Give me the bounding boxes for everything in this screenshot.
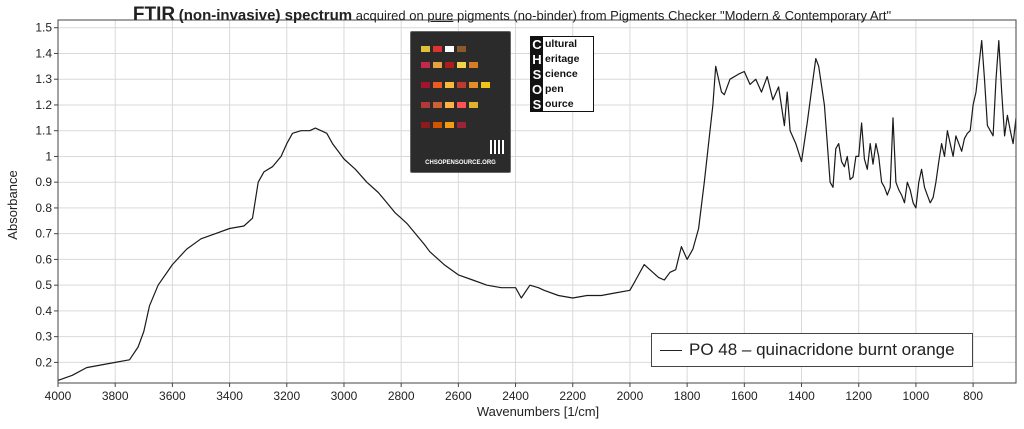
y-tick-label: 1 [45, 149, 52, 163]
x-tick-label: 3800 [102, 389, 129, 403]
chart-title: FTIR (non-invasive) spectrum acquired on… [0, 4, 1024, 26]
title-part-2: pigments (no-binder) from Pigments Check… [457, 8, 892, 23]
y-tick-label: 0.4 [35, 304, 52, 318]
swatch [445, 102, 454, 108]
y-tick-label: 0.5 [35, 278, 52, 292]
y-tick-label: 0.6 [35, 252, 52, 266]
logo-row: C ultural [531, 37, 593, 52]
x-tick-label: 3600 [159, 389, 186, 403]
swatch [457, 102, 466, 108]
chsos-logo: C ultural H eritage S cience O pen S our… [530, 36, 594, 112]
logo-word: pen [545, 83, 564, 95]
x-axis-label: Wavenumbers [1/cm] [477, 404, 599, 419]
title-mode: (non-invasive) spectrum [178, 7, 353, 24]
y-tick-label: 0.7 [35, 227, 52, 241]
y-axis-ticks: 0.2 0.3 0.4 0.5 0.6 0.7 0.8 0.9 1 1.1 1.2 1.3 1.4 1.5 [35, 21, 58, 369]
plot-frame [57, 19, 1017, 384]
y-tick-label: 0.9 [35, 175, 52, 189]
swatch [469, 102, 478, 108]
legend-line-swatch [660, 350, 682, 351]
x-tick-label: 2600 [445, 389, 472, 403]
swatch [433, 82, 442, 88]
logo-row: O pen [531, 82, 593, 97]
x-tick-label: 2400 [502, 389, 529, 403]
y-tick-label: 1.4 [35, 46, 52, 60]
x-tick-label: 1800 [674, 389, 701, 403]
swatch [421, 82, 430, 88]
pigments-checker-card-image: CHSOPENSOURCE.ORG [410, 31, 511, 173]
swatch [421, 122, 430, 128]
y-tick-label: 0.8 [35, 201, 52, 215]
y-tick-label: 1.5 [35, 21, 52, 35]
logo-word: ultural [545, 38, 578, 50]
x-tick-label: 800 [963, 389, 983, 403]
y-tick-label: 0.3 [35, 330, 52, 344]
swatch [433, 46, 442, 52]
swatch [421, 102, 430, 108]
logo-letter: O [531, 82, 543, 97]
series-line [57, 39, 1017, 381]
y-tick-label: 0.2 [35, 355, 52, 369]
logo-letter: C [531, 37, 543, 52]
title-ftir: FTIR [132, 4, 176, 25]
y-tick-label: 1.1 [35, 124, 52, 138]
y-tick-label: 1.2 [35, 98, 52, 112]
swatch [421, 62, 430, 68]
swatch [457, 122, 466, 128]
swatch [457, 62, 466, 68]
y-axis-label: Absorbance [5, 170, 20, 239]
qr-code-icon [490, 140, 504, 154]
x-tick-label: 3200 [273, 389, 300, 403]
swatch [445, 82, 454, 88]
swatch [469, 82, 478, 88]
swatch [445, 122, 454, 128]
logo-word: eritage [545, 53, 580, 65]
x-tick-label: 2200 [559, 389, 586, 403]
logo-row: S ource [531, 97, 593, 112]
x-tick-label: 1600 [731, 389, 758, 403]
x-tick-label: 1000 [903, 389, 930, 403]
card-url: CHSOPENSOURCE.ORG [425, 160, 496, 166]
swatch [433, 102, 442, 108]
swatch [445, 62, 454, 68]
title-underlined-word: pure [427, 8, 454, 23]
series-group [57, 39, 1017, 381]
x-tick-label: 2800 [388, 389, 415, 403]
swatch [469, 62, 478, 68]
swatch [457, 46, 466, 52]
swatch [457, 82, 466, 88]
logo-word: cience [545, 68, 578, 80]
logo-letter: S [531, 67, 543, 82]
legend-label: PO 48 – quinacridone burnt orange [689, 340, 955, 359]
logo-word: ource [545, 98, 574, 110]
logo-letter: S [531, 97, 543, 112]
title-part-1: acquired on [355, 8, 424, 23]
logo-row: S cience [531, 67, 593, 82]
x-tick-label: 1400 [788, 389, 815, 403]
y-tick-label: 1.3 [35, 72, 52, 86]
logo-letter: H [531, 52, 543, 67]
x-tick-label: 2000 [617, 389, 644, 403]
logo-row: H eritage [531, 52, 593, 67]
swatch [433, 62, 442, 68]
x-tick-label: 1200 [845, 389, 872, 403]
swatch [433, 122, 442, 128]
swatch [445, 46, 454, 52]
x-tick-label: 4000 [45, 389, 72, 403]
x-tick-label: 3400 [216, 389, 243, 403]
legend: PO 48 – quinacridone burnt orange [651, 333, 973, 367]
x-tick-label: 3000 [331, 389, 358, 403]
x-axis-ticks: 4000 3800 3600 3400 3200 3000 2800 2600 2400 2200… [45, 383, 983, 403]
swatch [481, 82, 490, 88]
swatch [421, 46, 430, 52]
